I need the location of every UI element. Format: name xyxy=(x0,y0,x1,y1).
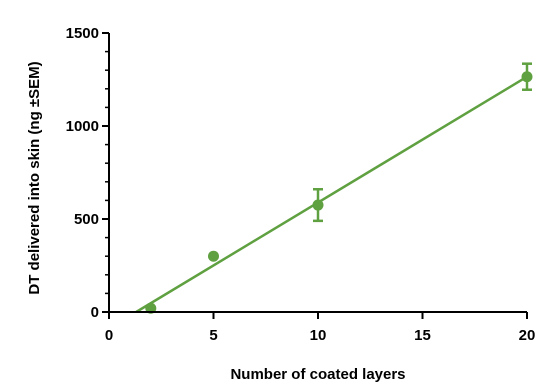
x-axis-title: Number of coated layers xyxy=(230,366,405,382)
y-tick-label: 500 xyxy=(74,211,99,228)
data-point xyxy=(312,199,324,211)
x-axis: 0 5 10 15 20 xyxy=(105,311,536,344)
x-tick-label: 0 xyxy=(105,327,113,344)
error-bars-group xyxy=(313,62,532,223)
fit-line-group xyxy=(135,75,528,314)
data-point xyxy=(208,250,219,262)
y-axis: 0 500 1000 1500 xyxy=(66,25,110,321)
data-point xyxy=(521,71,533,83)
x-tick-label: 20 xyxy=(519,327,536,344)
y-tick-label: 1000 xyxy=(66,118,99,135)
x-tick-label: 5 xyxy=(209,327,217,344)
fit-line xyxy=(135,75,528,314)
x-tick-label: 10 xyxy=(310,327,327,344)
points-group xyxy=(145,71,533,314)
y-tick-label: 0 xyxy=(91,304,99,321)
y-axis-title: DT delivered into skin (ng ±SEM) xyxy=(26,61,43,294)
x-tick-label: 15 xyxy=(414,327,431,344)
y-tick-label: 1500 xyxy=(66,25,99,42)
